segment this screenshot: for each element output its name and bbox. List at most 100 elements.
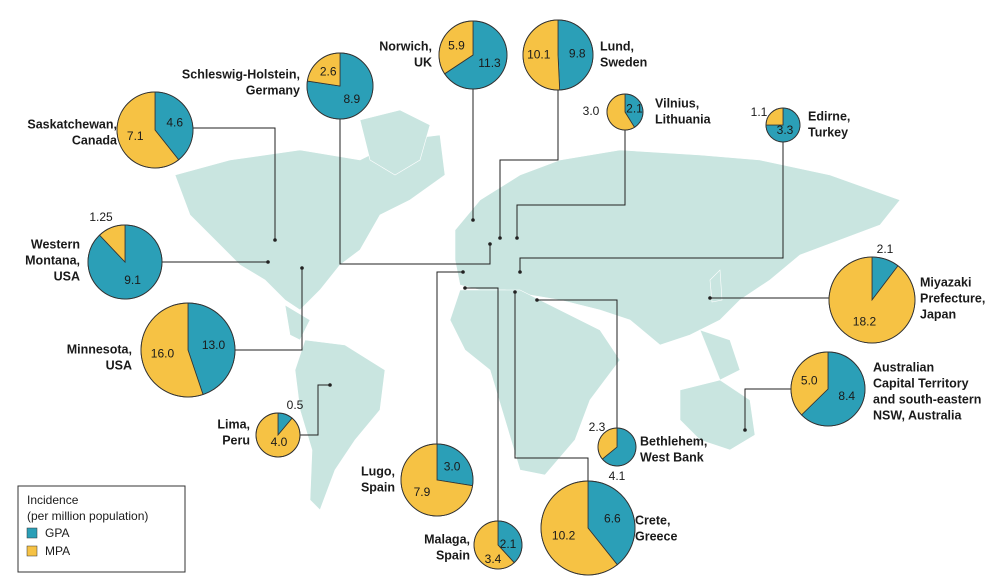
legend-swatch bbox=[26, 545, 38, 557]
location-label: Capital Territory bbox=[873, 376, 969, 390]
legend-label: GPA bbox=[45, 526, 69, 540]
location-label: USA bbox=[106, 358, 132, 372]
site-dot bbox=[266, 260, 270, 264]
location-label: Miyazaki bbox=[920, 275, 971, 289]
location-label: Spain bbox=[436, 548, 470, 562]
location-label: Saskatchewan, bbox=[27, 117, 117, 131]
value-label: 3.4 bbox=[485, 552, 502, 566]
pie-outline bbox=[540, 480, 636, 576]
location-label: Vilnius, bbox=[655, 96, 699, 110]
value-label: 3.0 bbox=[444, 459, 461, 473]
pie-outline bbox=[306, 52, 374, 120]
leader-line bbox=[235, 268, 303, 351]
site-dot bbox=[518, 270, 522, 274]
location-label: Lugo, bbox=[361, 464, 395, 478]
location-label: Lima, bbox=[217, 417, 250, 431]
value-label: 8.9 bbox=[343, 92, 360, 106]
value-label: 4.0 bbox=[271, 435, 288, 449]
location-label: UK bbox=[414, 55, 432, 69]
leader-line bbox=[465, 287, 499, 521]
value-label: 2.3 bbox=[589, 420, 606, 434]
site-dot bbox=[273, 238, 277, 242]
value-label: 2.1 bbox=[877, 242, 894, 256]
pie-outline bbox=[606, 93, 644, 131]
pie-outline bbox=[116, 91, 194, 169]
location-label: Turkey bbox=[808, 125, 848, 139]
value-label: 4.6 bbox=[166, 115, 183, 129]
location-label: Sweden bbox=[600, 55, 647, 69]
pie-outline bbox=[597, 427, 637, 467]
location-label: West Bank bbox=[640, 450, 704, 464]
value-label: 1.1 bbox=[751, 105, 768, 119]
value-label: 7.9 bbox=[414, 485, 431, 499]
value-label: 13.0 bbox=[202, 338, 226, 352]
pie-outline bbox=[473, 520, 523, 570]
pie-outline bbox=[790, 351, 866, 427]
location-label: Montana, bbox=[25, 253, 80, 267]
value-label: 6.6 bbox=[604, 512, 621, 526]
value-label: 2.6 bbox=[320, 64, 337, 78]
site-dot bbox=[743, 428, 747, 432]
location-label: Japan bbox=[920, 307, 956, 321]
legend-label: MPA bbox=[45, 544, 70, 558]
value-label: 10.1 bbox=[527, 48, 551, 62]
location-label: Crete, bbox=[635, 513, 670, 527]
leader-line bbox=[193, 127, 276, 240]
leader-line bbox=[436, 271, 463, 444]
leader-line bbox=[514, 292, 589, 481]
value-label: 1.25 bbox=[89, 210, 113, 224]
site-dot bbox=[498, 236, 502, 240]
location-label: and south-eastern bbox=[873, 392, 981, 406]
leader-line bbox=[519, 142, 784, 272]
leader-line bbox=[744, 388, 791, 430]
site-dot bbox=[513, 290, 517, 294]
legend: Incidence (per million population) GPA M… bbox=[17, 485, 186, 573]
location-label: NSW, Australia bbox=[873, 408, 962, 422]
location-label: Germany bbox=[246, 83, 300, 97]
location-label: Malaga, bbox=[424, 532, 470, 546]
site-dot bbox=[463, 286, 467, 290]
pie-outline bbox=[438, 20, 508, 90]
value-label: 5.9 bbox=[448, 38, 465, 52]
value-label: 4.1 bbox=[609, 469, 626, 483]
leader-line bbox=[537, 299, 618, 428]
value-label: 2.1 bbox=[500, 537, 517, 551]
value-label: 7.1 bbox=[127, 129, 144, 143]
value-label: 18.2 bbox=[853, 315, 877, 329]
pie-outline bbox=[255, 412, 301, 458]
site-dot bbox=[471, 218, 475, 222]
pie-outline bbox=[828, 256, 916, 344]
legend-title: (per million population) bbox=[27, 509, 148, 523]
location-label: Western bbox=[31, 237, 80, 251]
value-label: 3.0 bbox=[583, 104, 600, 118]
site-dot bbox=[300, 266, 304, 270]
pie-outline bbox=[400, 443, 474, 517]
location-label: USA bbox=[54, 269, 80, 283]
location-label: Lund, bbox=[600, 39, 634, 53]
location-label: Minnesota, bbox=[67, 342, 132, 356]
value-label: 10.2 bbox=[552, 529, 576, 543]
leader-line bbox=[516, 130, 626, 238]
legend-title: Incidence bbox=[27, 493, 79, 507]
location-label: Schleswig-Holstein, bbox=[182, 67, 300, 81]
location-label: Edirne, bbox=[808, 109, 850, 123]
site-dot bbox=[515, 236, 519, 240]
location-label: Spain bbox=[361, 480, 395, 494]
leader-line bbox=[339, 119, 491, 265]
site-dot bbox=[535, 298, 539, 302]
pie-outline bbox=[87, 224, 163, 300]
value-label: 2.1 bbox=[626, 101, 643, 115]
land bbox=[174, 109, 901, 511]
pie-outline bbox=[522, 19, 594, 91]
site-dot bbox=[708, 296, 712, 300]
site-dot bbox=[488, 242, 492, 246]
leader-line bbox=[300, 384, 330, 436]
value-label: 0.5 bbox=[287, 398, 304, 412]
value-label: 8.4 bbox=[838, 389, 855, 403]
leader-line bbox=[499, 90, 559, 238]
location-label: Prefecture, bbox=[920, 291, 985, 305]
value-label: 11.3 bbox=[478, 56, 501, 70]
site-dot bbox=[461, 270, 465, 274]
location-label: Lithuania bbox=[655, 112, 712, 126]
